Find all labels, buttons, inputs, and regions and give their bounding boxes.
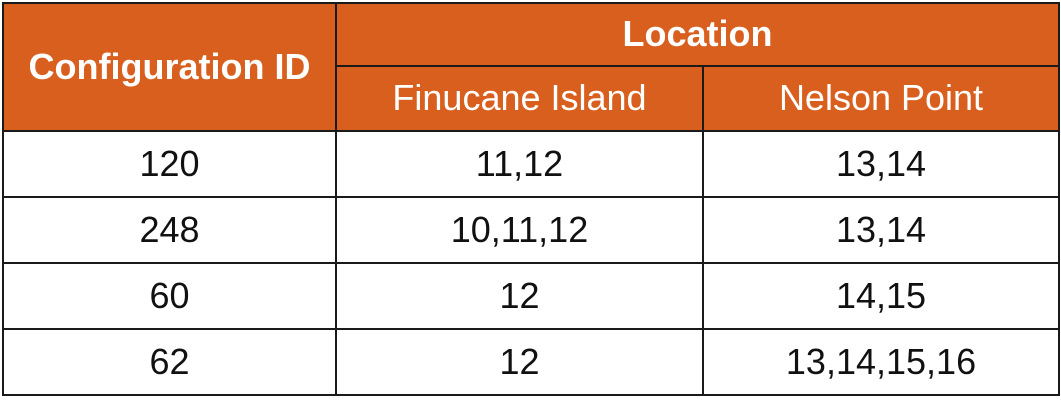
table-body: 120 11,12 13,14 248 10,11,12 13,14 60 12… [2,130,1060,396]
cell-config-id: 60 [2,262,337,330]
header-nelson-point: Nelson Point [702,64,1060,133]
cell-nelson-point: 14,15 [702,262,1060,330]
table-row: 62 12 13,14,15,16 [2,328,1060,396]
table-header: Configuration ID Location Finucane Islan… [2,2,1060,133]
cell-finucane-island: 10,11,12 [335,196,704,264]
cell-config-id: 248 [2,196,337,264]
cell-config-id: 62 [2,328,337,396]
table-container: Configuration ID Location Finucane Islan… [2,2,1060,396]
cell-nelson-point: 13,14,15,16 [702,328,1060,396]
header-location: Location [335,2,1060,67]
cell-finucane-island: 12 [335,328,704,396]
cell-nelson-point: 13,14 [702,130,1060,198]
header-configuration-id: Configuration ID [2,2,337,132]
table-row: 60 12 14,15 [2,262,1060,330]
cell-finucane-island: 12 [335,262,704,330]
cell-config-id: 120 [2,130,337,198]
table-row: 248 10,11,12 13,14 [2,196,1060,264]
header-finucane-island: Finucane Island [335,64,704,133]
cell-nelson-point: 13,14 [702,196,1060,264]
table-row: 120 11,12 13,14 [2,130,1060,198]
cell-finucane-island: 11,12 [335,130,704,198]
configuration-table: Configuration ID Location Finucane Islan… [2,2,1060,396]
